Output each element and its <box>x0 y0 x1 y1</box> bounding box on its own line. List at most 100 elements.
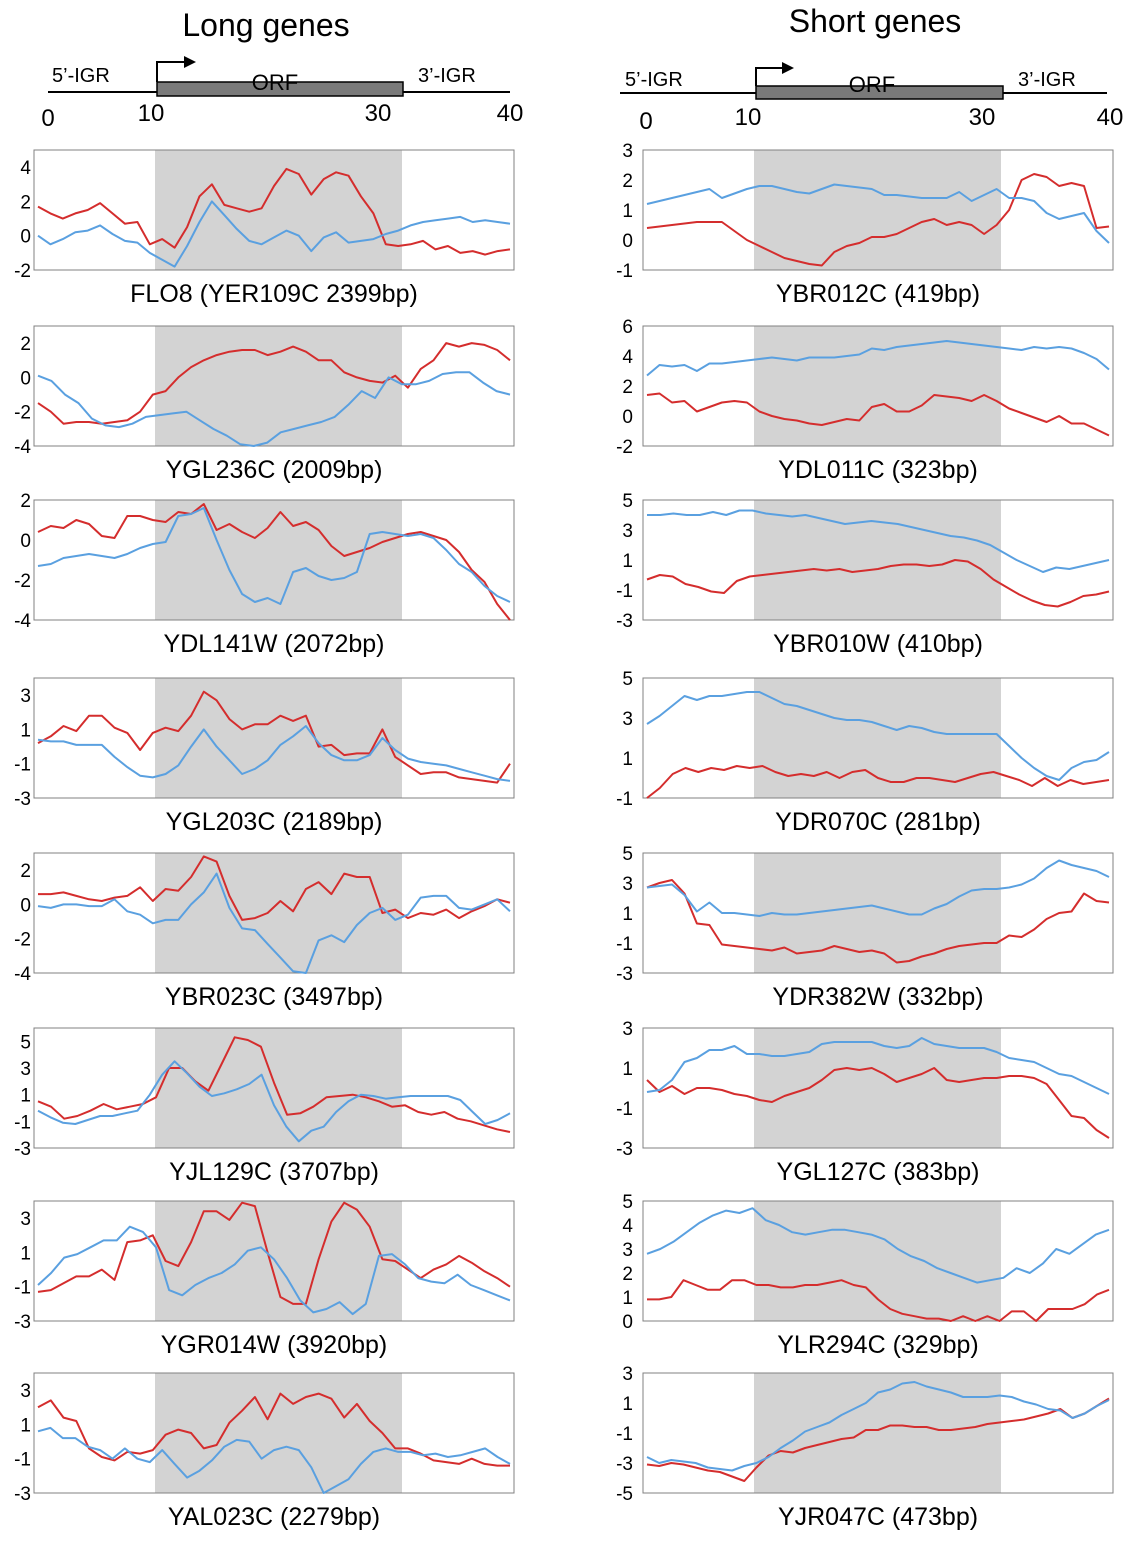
gene-label: YGL236C (2009bp) <box>166 456 383 484</box>
gene-label: YJR047C (473bp) <box>778 1503 978 1531</box>
orf-region <box>155 1028 402 1148</box>
y-tick-label: -1 <box>616 934 633 955</box>
y-tick-label: 0 <box>20 531 31 552</box>
orf-region <box>155 150 402 270</box>
y-tick-label: -5 <box>616 1484 633 1505</box>
y-tick-label: 3 <box>20 1209 31 1230</box>
chart-panel: -3 -1 1 3 YGL203C (2189bp) <box>14 677 515 836</box>
series-line-blue <box>646 691 1110 781</box>
series-line-blue <box>37 507 511 605</box>
y-tick-label: 2 <box>622 1264 633 1285</box>
series-line-red <box>37 1201 511 1305</box>
y-tick-label: 3 <box>20 1059 31 1080</box>
chart-panel: -1 0 1 2 3 YBR012C (419bp) <box>616 141 1114 308</box>
y-tick-label: 1 <box>622 1059 633 1080</box>
plot-frame <box>642 149 1114 271</box>
gene-label: FLO8 (YER109C 2399bp) <box>130 280 418 308</box>
orf-region <box>754 500 1001 620</box>
series-line-red <box>646 559 1110 608</box>
column-title-long: Long genes <box>182 7 349 43</box>
orf-label: ORF <box>252 70 298 95</box>
series-line-red <box>37 342 511 425</box>
chart-panel: 0 1 2 3 4 5 YLR294C (329bp) <box>622 1192 1114 1359</box>
y-tick-label: -1 <box>14 1278 31 1299</box>
y-tick-label: 5 <box>20 1032 31 1053</box>
series-line-red <box>647 1279 1110 1322</box>
gene-label: YDR382W (332bp) <box>772 983 983 1011</box>
series-line-red <box>37 1392 510 1467</box>
y-tick-label: 1 <box>622 551 633 572</box>
gene-label: YBR012C (419bp) <box>776 280 980 308</box>
series-line-blue <box>37 725 511 782</box>
y-tick-label: -4 <box>14 964 31 985</box>
series-line-blue <box>646 1037 1110 1095</box>
y-tick-label: 3 <box>622 1019 633 1040</box>
series-line-red <box>37 503 511 621</box>
y-tick-label: 1 <box>20 720 31 741</box>
gene-label: YDL011C (323bp) <box>778 456 978 484</box>
y-tick-label: 0 <box>20 368 31 389</box>
chart-panel: -3 -1 1 3 YAL023C (2279bp) <box>14 1372 515 1531</box>
gene-label: YDR070C (281bp) <box>775 808 981 836</box>
y-tick-label: 1 <box>20 1086 31 1107</box>
chart-panel: -1 1 3 5 YDR070C (281bp) <box>616 669 1114 836</box>
schematic-tick: 0 <box>41 105 54 132</box>
y-tick-label: 4 <box>622 1216 633 1237</box>
y-tick-label: -3 <box>14 1312 31 1333</box>
plot-frame <box>33 1200 515 1322</box>
series-line-red <box>646 765 1110 799</box>
y-tick-label: 1 <box>20 1243 31 1264</box>
plot-frame <box>33 1372 515 1494</box>
igr5-label: 5’-IGR <box>52 65 110 87</box>
y-tick-label: -3 <box>616 611 633 632</box>
igr5-label: 5’-IGR <box>625 69 683 91</box>
series-line-red <box>646 392 1110 437</box>
y-tick-label: 3 <box>622 141 633 162</box>
y-tick-label: 1 <box>622 1394 633 1415</box>
orf-region <box>155 500 402 620</box>
orf-region <box>754 150 1001 270</box>
y-tick-label: -3 <box>616 1139 633 1160</box>
y-tick-label: -1 <box>616 581 633 602</box>
plot-frame <box>33 852 515 974</box>
y-tick-label: 1 <box>622 1288 633 1309</box>
gene-label: YGL203C (2189bp) <box>166 808 383 836</box>
plot-frame <box>642 1372 1114 1494</box>
y-tick-label: -1 <box>616 261 633 282</box>
orf-region <box>754 326 1001 446</box>
y-tick-label: -1 <box>616 1424 633 1445</box>
y-tick-label: 3 <box>622 1364 633 1385</box>
plot-frame <box>642 1200 1114 1322</box>
orf-region <box>155 853 402 973</box>
orf-label: ORF <box>849 72 895 97</box>
y-tick-label: 1 <box>20 1415 31 1436</box>
y-tick-label: 1 <box>622 201 633 222</box>
chart-panel: -3 -1 1 3 5 YBR010W (410bp) <box>616 491 1114 658</box>
series-line-blue <box>646 1381 1110 1472</box>
y-tick-label: 2 <box>622 377 633 398</box>
orf-region <box>754 853 1001 973</box>
plot-frame <box>33 677 515 799</box>
y-tick-label: 3 <box>20 686 31 707</box>
series-line-blue <box>647 509 1110 573</box>
y-tick-label: -2 <box>14 930 31 951</box>
y-tick-label: -3 <box>14 1484 31 1505</box>
series-line-red <box>37 690 511 784</box>
plot-frame <box>33 149 515 271</box>
series-line-blue <box>646 340 1110 377</box>
series-line-blue <box>37 1060 511 1143</box>
chart-panel: -5 -3 -1 1 3 YJR047C (473bp) <box>616 1364 1114 1531</box>
y-tick-label: -1 <box>14 755 31 776</box>
series-line-blue <box>37 1225 511 1316</box>
chart-panel: -3 -1 1 3 YGR014W (3920bp) <box>14 1200 515 1359</box>
chart-panel: -2 0 2 4 FLO8 (YER109C 2399bp) <box>14 149 515 308</box>
y-tick-label: 1 <box>622 749 633 770</box>
y-tick-label: -3 <box>14 789 31 810</box>
orf-region <box>754 1201 1001 1321</box>
gene-label: YDL141W (2072bp) <box>164 630 385 658</box>
schematic-tick: 10 <box>735 104 762 131</box>
y-tick-label: 3 <box>622 521 633 542</box>
column-title-short: Short genes <box>789 3 962 39</box>
schematic-tick: 0 <box>639 108 652 135</box>
